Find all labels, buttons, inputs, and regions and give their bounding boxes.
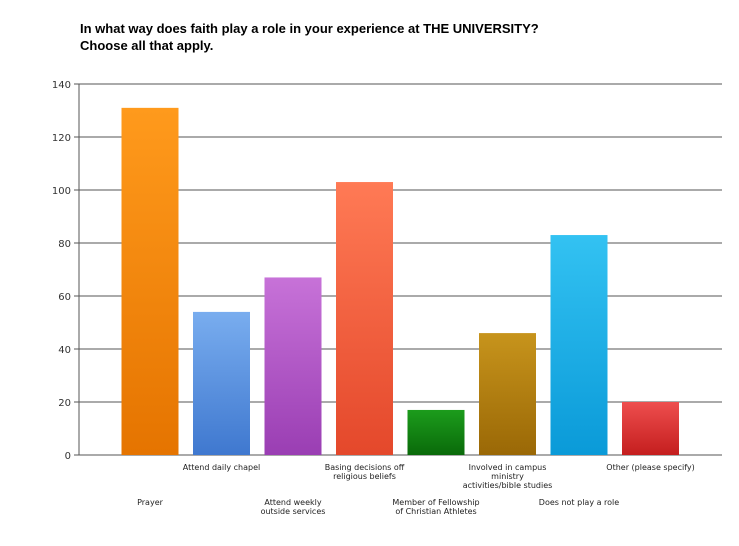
bar-2 [264,277,322,455]
gridlines [79,83,722,403]
bar-6 [550,235,608,455]
chart-title-line-1: In what way does faith play a role in yo… [80,21,539,36]
x-category-label: Member of Fellowship [392,498,479,507]
x-category-label: ministry [491,472,524,481]
x-category-label: of Christian Athletes [395,507,476,516]
x-category-label: activities/bible studies [463,481,553,490]
y-tick-label: 0 [65,451,71,462]
y-tick-label: 140 [52,80,71,91]
x-category-label: Involved in campus [469,463,547,472]
x-category-label: Other (please specify) [606,463,694,472]
bar-1 [193,311,250,455]
y-tick-label: 40 [58,345,71,356]
x-category-label: religious beliefs [333,472,396,481]
x-category-label: Basing decisions off [325,463,405,472]
y-tick-label: 80 [58,239,71,250]
x-category-labels: Prayer Attend daily chapel Attend weeklyou… [137,463,695,516]
y-tick-label: 120 [52,133,71,144]
chart-title-line-2: Choose all that apply. [80,38,214,53]
x-category-label: Does not play a role [539,498,619,507]
bar-7 [622,402,679,455]
y-tick-label: 100 [52,186,71,197]
bar-5 [479,333,536,455]
axes [74,83,722,456]
bar-3 [336,182,393,456]
y-tick-label: 20 [58,398,71,409]
x-category-label: outside services [261,507,326,516]
y-tick-label: 60 [58,292,71,303]
x-category-label: Attend weekly [264,498,321,507]
bar-0 [121,107,179,455]
bars [121,107,679,456]
x-category-label: Prayer [137,498,164,507]
bar-4 [407,409,465,455]
y-tick-labels: 0 20 40 60 80 100 120 140 [52,80,71,462]
chart-title: In what way does faith play a role in yo… [80,20,720,54]
x-category-label: Attend daily chapel [183,463,261,472]
